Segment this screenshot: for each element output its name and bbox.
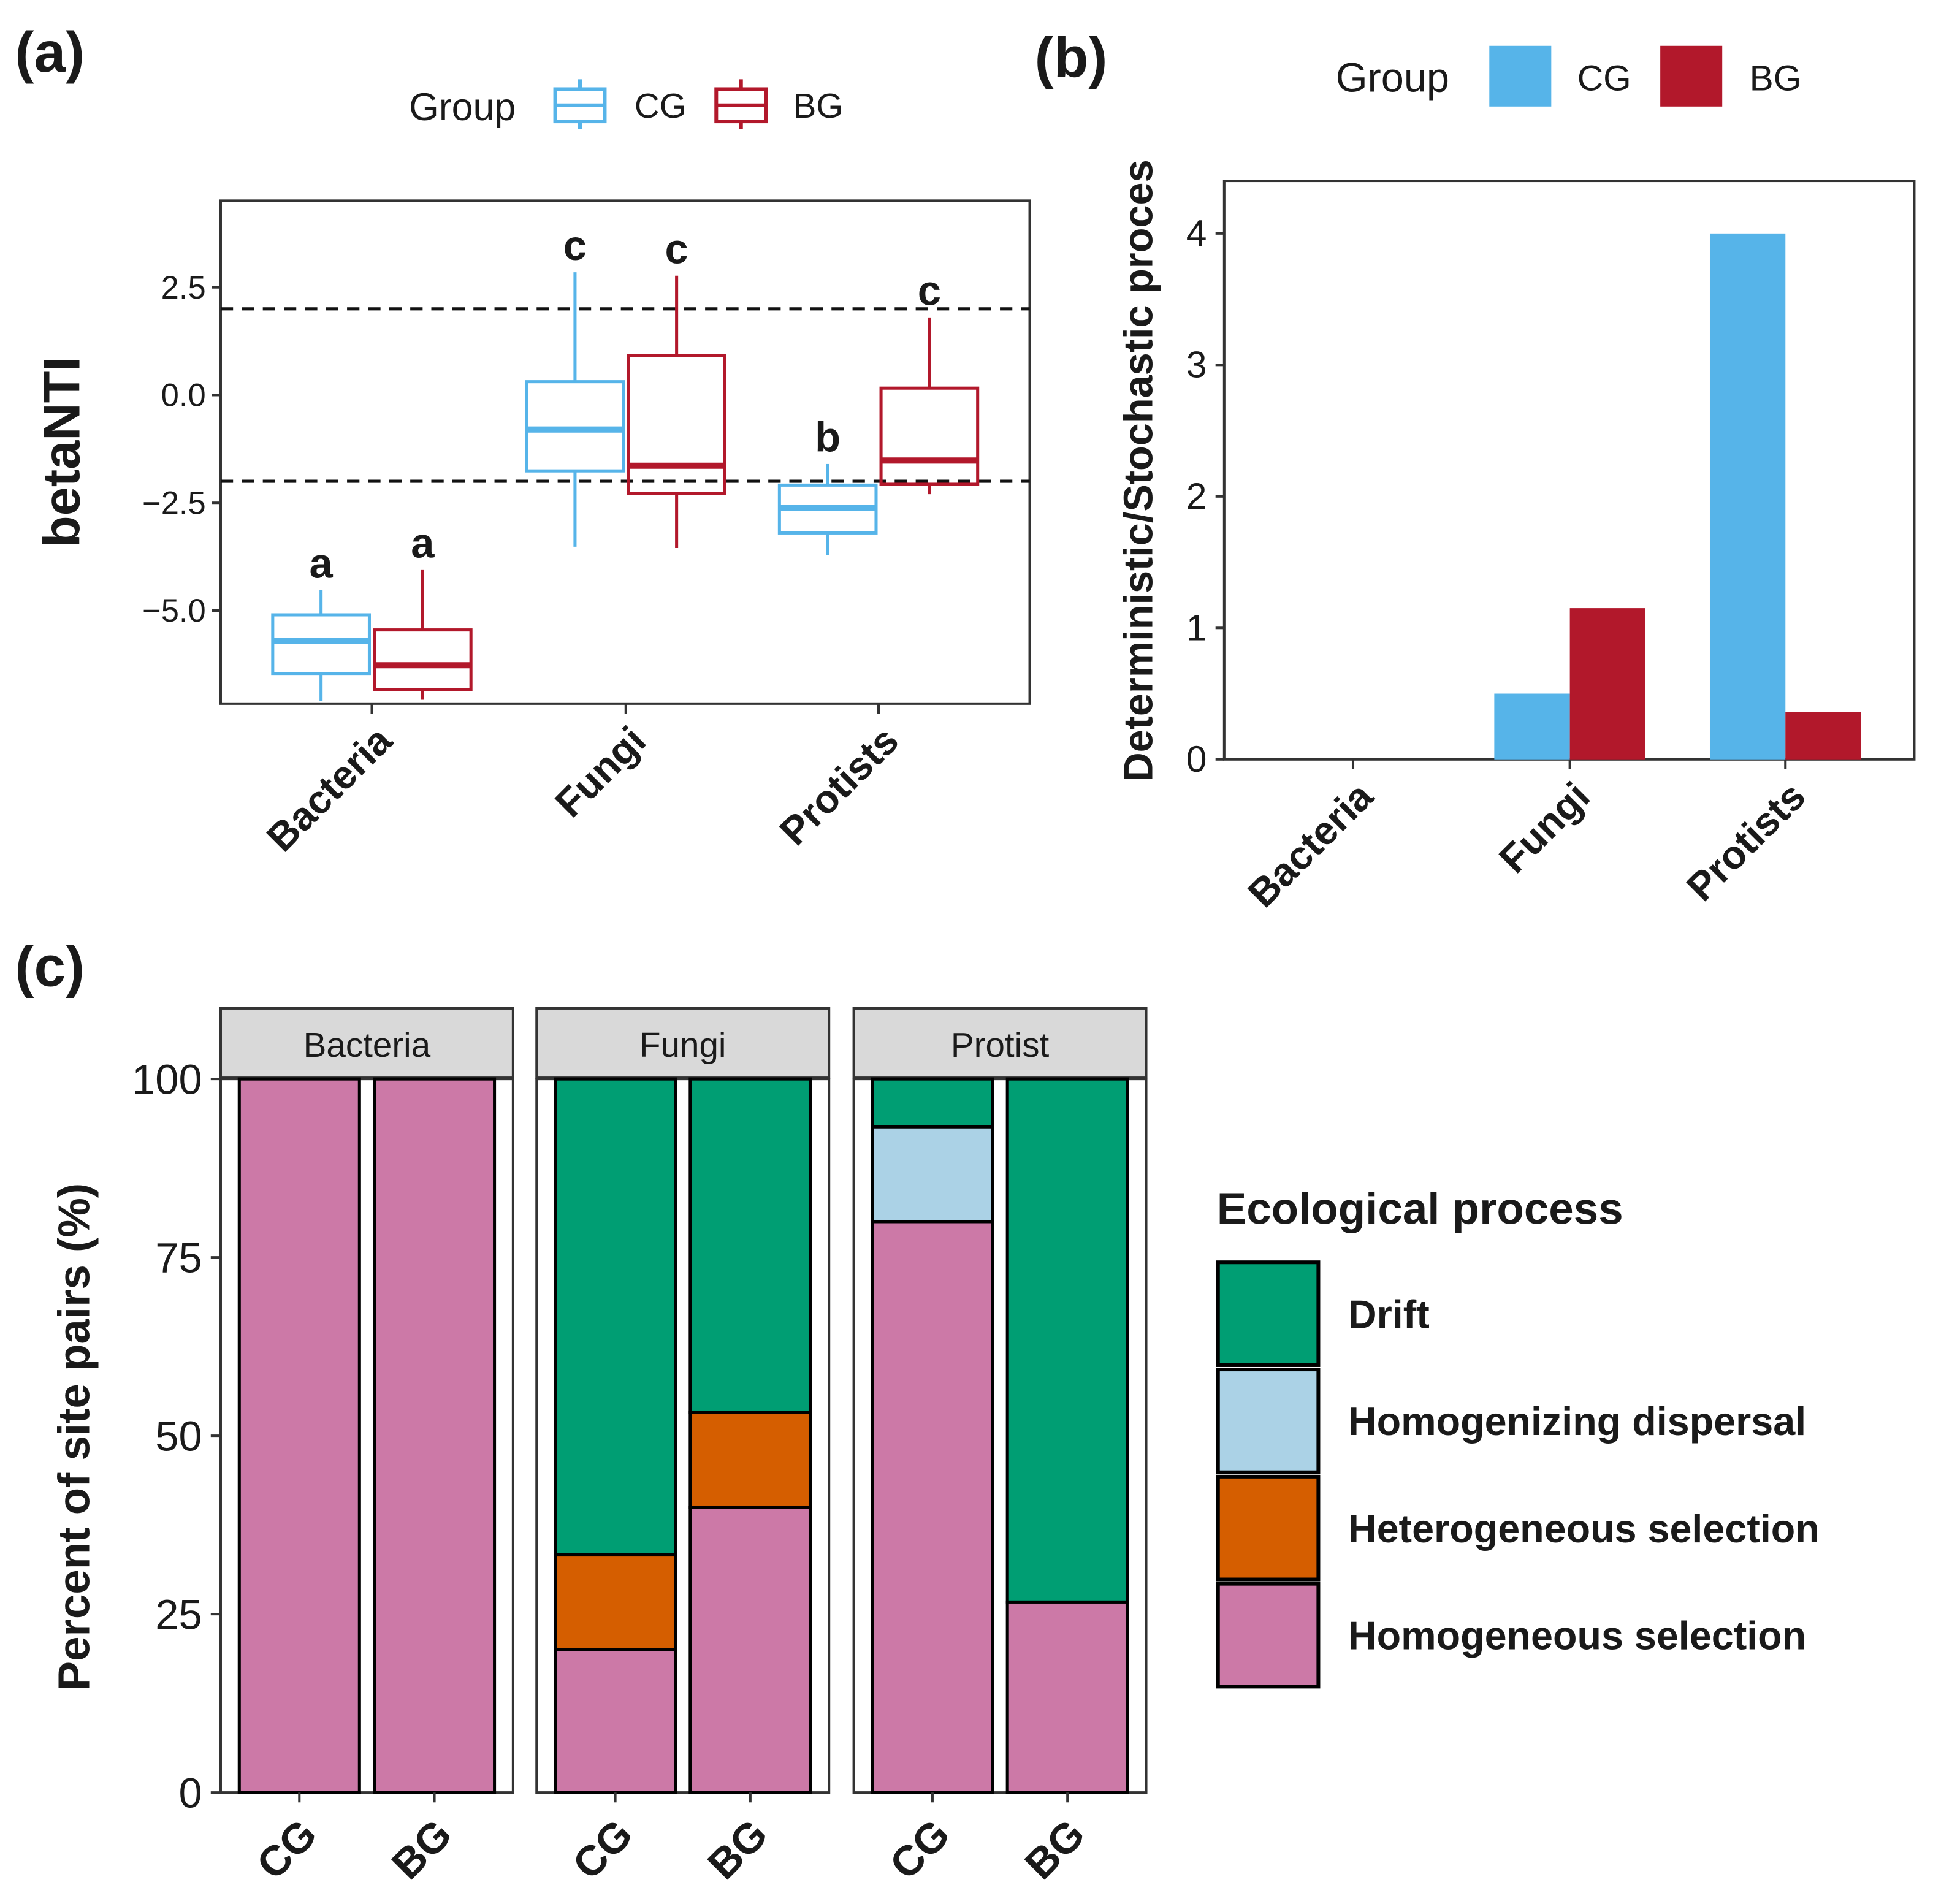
x-tick-label-a: Bacteria: [258, 717, 401, 860]
bar-segment-drift: [688, 1077, 812, 1414]
facet-strip: [852, 1007, 1148, 1080]
significance-letter: c: [665, 225, 688, 272]
legend-label-BG: BG: [793, 86, 844, 125]
facet-strip: [535, 1007, 831, 1080]
legend-key-homogeneous-selection: [1216, 1582, 1321, 1689]
y-tick-label-c: 75: [155, 1234, 202, 1281]
bar-BG-Fungi: [1569, 608, 1645, 760]
significance-letter: a: [310, 540, 334, 587]
bar-segment-homogeneous-selection: [1005, 1600, 1129, 1794]
facet-strip-label: Protist: [951, 1026, 1050, 1064]
x-tick-label-a: Fungi: [546, 718, 654, 826]
bar-segment-homogenizing-dispersal: [871, 1125, 994, 1224]
y-tick-label-c: 25: [155, 1591, 202, 1638]
panel-label-b: (b): [1035, 25, 1108, 89]
legend-key-drift: [1216, 1260, 1321, 1367]
x-tick-label-c: BG: [383, 1810, 460, 1888]
x-tick-label-c: BG: [699, 1810, 777, 1888]
x-tick-label-c: CG: [563, 1810, 641, 1888]
y-axis-label-c: Percent of site pairs (%): [50, 1183, 99, 1691]
bar-segment-drift: [1005, 1077, 1129, 1604]
bar-segment-heterogeneous-selection: [688, 1411, 812, 1509]
y-tick-label-c: 0: [178, 1769, 202, 1816]
legend-label-homogeneous-selection: Homogeneous selection: [1348, 1613, 1806, 1658]
plot-panel-a: [219, 199, 1031, 705]
x-tick-label-c: BG: [1016, 1810, 1094, 1888]
legend-label-homogenizing-dispersal: Homogenizing dispersal: [1348, 1399, 1806, 1444]
box-BG: [627, 354, 726, 495]
legend-label-heterogeneous-selection: Heterogeneous selection: [1348, 1506, 1820, 1551]
significance-letter: c: [918, 267, 941, 314]
box-BG: [373, 628, 473, 691]
bar-segment-homogeneous-selection: [871, 1220, 994, 1794]
legend-label-CG: CG: [635, 86, 687, 125]
legend-title-c: Ecological process: [1217, 1184, 1623, 1234]
box-BG: [879, 386, 980, 486]
bar-CG-Fungi: [1494, 693, 1570, 760]
x-tick-label-b: Bacteria: [1239, 773, 1382, 916]
x-tick-label-b: Protists: [1678, 774, 1814, 910]
legend-key-BG: [1660, 45, 1723, 107]
bar-segment-heterogeneous-selection: [554, 1553, 677, 1651]
x-tick-label-c: CG: [881, 1810, 959, 1888]
y-tick-label-b: 1: [1186, 606, 1207, 648]
box-CG: [525, 380, 625, 473]
y-tick-label-b: 2: [1186, 475, 1207, 517]
bar-segment-homogeneous-selection: [688, 1506, 812, 1794]
bar-segment-drift: [554, 1077, 677, 1557]
bar-BG-Protists: [1785, 712, 1861, 760]
box-CG: [271, 613, 371, 676]
x-tick-label-c: CG: [248, 1810, 326, 1888]
legend-title-a: Group: [409, 86, 516, 129]
legend-label-BG: BG: [1750, 59, 1802, 99]
y-tick-label-b: 3: [1186, 344, 1207, 386]
panel-label-a: (a): [15, 20, 85, 84]
y-axis-label-b: Deterministic/Stochastic proces: [1116, 159, 1162, 782]
x-tick-label-a: Protists: [771, 718, 907, 854]
y-tick-label-a: −5.0: [142, 593, 206, 629]
legend-key-CG: [1489, 45, 1552, 107]
bar-segment-drift: [871, 1077, 994, 1129]
significance-letter: c: [563, 222, 587, 269]
y-tick-label-a: 2.5: [161, 270, 206, 306]
bar-segment-homogeneous-selection: [373, 1077, 497, 1794]
bar-segment-homogeneous-selection: [554, 1648, 677, 1794]
y-tick-label-b: 0: [1186, 738, 1207, 780]
panel-label-c: (c): [15, 935, 85, 999]
y-tick-label-c: 100: [132, 1056, 202, 1103]
significance-letter: b: [815, 414, 841, 461]
legend-key-homogenizing-dispersal: [1216, 1367, 1321, 1474]
significance-letter: a: [411, 520, 435, 567]
y-tick-label-b: 4: [1186, 212, 1207, 254]
legend-key-heterogeneous-selection: [1216, 1474, 1321, 1582]
y-axis-label-a: betaNTI: [32, 357, 91, 547]
legend-label-drift: Drift: [1348, 1292, 1430, 1336]
y-tick-label-a: −2.5: [142, 485, 206, 521]
plot-panel-b: [1222, 180, 1916, 761]
legend-title-b: Group: [1336, 56, 1449, 101]
bar-CG-Protists: [1709, 233, 1786, 760]
facet-strip-label: Fungi: [639, 1026, 726, 1064]
bar-segment-homogeneous-selection: [237, 1077, 361, 1794]
legend-label-CG: CG: [1577, 59, 1631, 99]
y-tick-label-c: 50: [155, 1412, 202, 1460]
x-tick-label-b: Fungi: [1490, 774, 1598, 882]
y-tick-label-a: 0.0: [161, 378, 206, 414]
facet-strip-label: Bacteria: [303, 1026, 431, 1064]
